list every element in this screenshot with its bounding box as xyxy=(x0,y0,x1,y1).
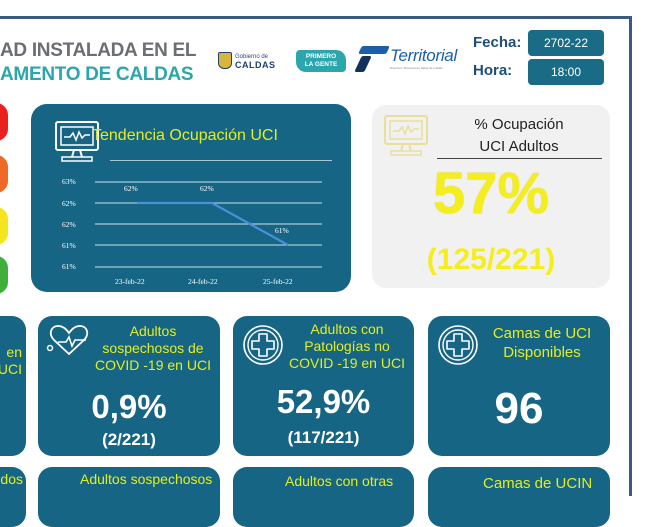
stat-card-suspected-covid: Adultos sospechosos de COVID -19 en UCI … xyxy=(38,316,220,456)
hora-label: Hora: xyxy=(473,62,513,79)
trend-title: Tendencia Ocupación UCI xyxy=(92,127,278,144)
monitor-pulse-icon xyxy=(384,115,428,156)
occupancy-title: % Ocupación UCI Adultos xyxy=(436,114,602,158)
caldas-logo-big: CALDAS xyxy=(235,59,276,70)
data-label: 62% xyxy=(200,184,214,193)
x-tick: 23-feb-22 xyxy=(115,277,145,286)
bottom-card-title: dos xyxy=(0,471,23,487)
partial-text: en xyxy=(6,344,22,360)
trend-series-line xyxy=(137,201,289,246)
bottom-card-other-pathologies: Adultos con otras xyxy=(233,467,414,527)
card-title-line: Adultos con xyxy=(310,321,384,337)
stat-fraction: (2/221) xyxy=(102,430,156,449)
traffic-light-yellow xyxy=(0,207,8,245)
card-title-line: Patologías no xyxy=(304,338,390,354)
bottom-card-partial: dos xyxy=(0,467,26,527)
card-title-line: Adultos xyxy=(129,323,177,339)
occupancy-title-line2: UCI Adultos xyxy=(479,138,559,155)
bottom-card-ucin-beds: Camas de UCIN xyxy=(428,467,610,527)
trend-title-rule xyxy=(110,160,332,161)
occupancy-title-rule xyxy=(437,158,602,159)
hora-value: 18:00 xyxy=(528,59,604,85)
card-title-line: Disponibles xyxy=(503,344,581,361)
stat-fraction: (117/221) xyxy=(287,428,360,447)
occupancy-fraction: (125/221) xyxy=(426,243,556,276)
medical-cross-icon xyxy=(438,325,478,365)
stat-value: 0,9% xyxy=(91,388,167,425)
x-tick: 25-feb-22 xyxy=(263,277,293,286)
traffic-light-green xyxy=(0,256,8,294)
stat-card-non-covid: Adultos con Patologías no COVID -19 en U… xyxy=(233,316,414,456)
frame-border-right xyxy=(629,16,632,496)
fecha-label: Fecha: xyxy=(473,34,522,51)
trend-line-chart: 63% 62% 62% 61% 61% 62% 62% 61% 23-feb-2… xyxy=(62,177,322,286)
y-tick: 62% xyxy=(62,220,76,229)
primero-line2: LA GENTE xyxy=(304,61,338,68)
card-title-line: sospechosos de xyxy=(102,340,204,356)
monitor-pulse-icon xyxy=(55,121,99,162)
card-title-line: COVID -19 en UCI xyxy=(289,355,405,371)
bottom-card-suspected: Adultos sospechosos xyxy=(38,467,220,527)
y-tick: 61% xyxy=(62,262,76,271)
occupancy-title-line1: % Ocupación xyxy=(474,116,564,133)
x-tick: 24-feb-22 xyxy=(188,277,218,286)
frame-border-top xyxy=(0,16,632,19)
territorial-logo: Territorial Dirección Territorial de Sal… xyxy=(354,43,457,73)
territorial-logo-subtext: Dirección Territorial de Salud de Caldas xyxy=(390,66,443,70)
page-title-line2: AMENTO DE CALDAS xyxy=(0,64,194,85)
partial-text: UCI xyxy=(0,361,22,377)
data-label: 62% xyxy=(124,184,138,193)
occupancy-card xyxy=(372,105,610,288)
stat-value: 52,9% xyxy=(276,383,371,420)
fecha-value: 2702-22 xyxy=(528,30,604,56)
territorial-t-icon xyxy=(354,43,390,73)
occupancy-percent: 57% xyxy=(432,161,550,226)
card-title-line: COVID -19 en UCI xyxy=(95,357,211,373)
shield-icon xyxy=(218,52,232,69)
y-tick: 61% xyxy=(62,241,76,250)
traffic-light-orange xyxy=(0,155,8,193)
gobierno-caldas-logo: Gobierno de CALDAS xyxy=(218,52,276,69)
data-label: 61% xyxy=(275,226,289,235)
stat-card-partial: en UCI xyxy=(0,316,26,456)
caldas-logo-small: Gobierno de xyxy=(235,53,269,60)
card-title-line: Camas de UCI xyxy=(492,325,592,342)
page-title-line1: AD INSTALADA EN EL xyxy=(0,40,197,61)
territorial-logo-text: Territorial xyxy=(390,46,457,65)
stat-value: 96 xyxy=(494,384,544,433)
traffic-light-red xyxy=(0,103,8,141)
stat-card-available-beds: Camas de UCI Disponibles 96 xyxy=(428,316,610,456)
primero-la-gente-logo: PRIMERO LA GENTE xyxy=(296,50,346,72)
medical-cross-icon xyxy=(243,325,283,365)
bottom-card-title: Camas de UCIN xyxy=(483,475,593,492)
bottom-card-title: Adultos con otras xyxy=(285,473,394,489)
bottom-card-title: Adultos sospechosos xyxy=(80,471,213,487)
y-tick: 63% xyxy=(62,177,76,186)
primero-line1: PRIMERO xyxy=(305,53,337,60)
y-tick: 62% xyxy=(62,199,76,208)
heart-stethoscope-icon xyxy=(46,325,89,356)
